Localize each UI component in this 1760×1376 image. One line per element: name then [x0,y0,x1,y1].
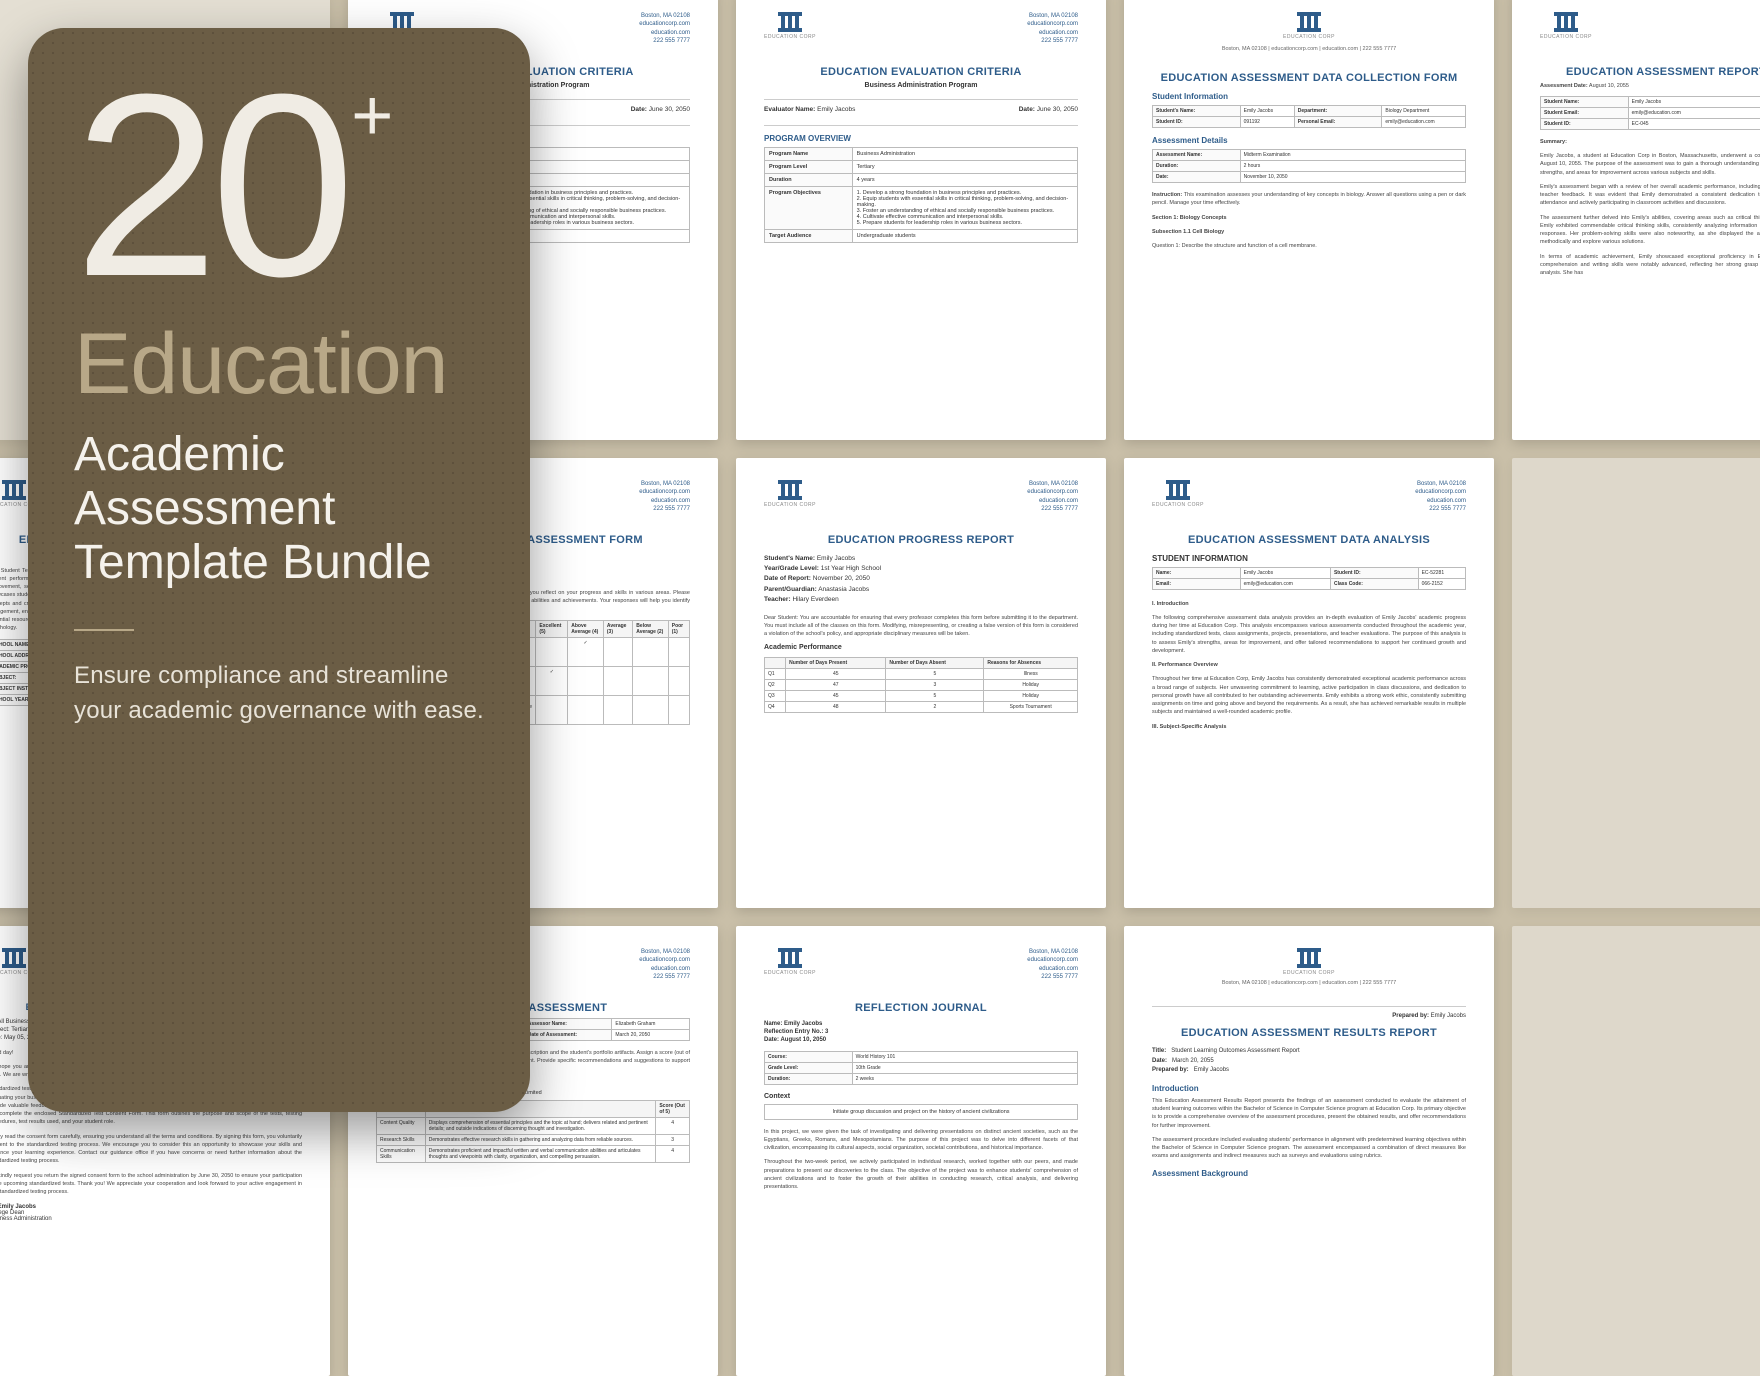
section-heading: Academic Performance [764,644,1078,651]
overview-table: Program NameBusiness Administration Prog… [764,147,1078,243]
doc-title: EDUCATION PROGRESS REPORT [764,534,1078,546]
doc-reflection-journal: EDUCATION CORP Boston, MA 02108education… [736,926,1106,1376]
doc-title: EDUCATION EVALUATION CRITERIA [764,66,1078,78]
doc-evaluation-criteria-2: EDUCATION CORP Boston, MA 02108education… [736,0,1106,440]
doc-title: EDUCATION ASSESSMENT REPORT SUMMARY [1540,66,1760,78]
doc-slice-right [1512,458,1760,908]
promo-card: 20+ Education Academic Assessment Templa… [28,28,530,1112]
course-table: Course:World History 101 Grade Level:10t… [764,1051,1078,1085]
student-info-table: Student's Name:Emily JacobsDepartment:Bi… [1152,105,1466,128]
pillar-icon [2,948,26,968]
pillar-icon [1554,12,1578,32]
header-contact: Boston, MA 02108educationcorp.comeducati… [639,12,690,46]
promo-title: Academic Assessment Template Bundle [74,428,484,589]
doc-report-summary: EDUCATION CORP Boston, MA 02108education… [1512,0,1760,440]
pillar-icon [778,480,802,500]
pillar-icon [2,480,26,500]
pillar-icon [778,12,802,32]
section-heading: Student Information [1152,92,1466,101]
section-heading: Assessment Background [1152,1169,1466,1178]
pillar-icon [1166,480,1190,500]
section-heading: STUDENT INFORMATION [1152,554,1466,563]
student-table: Student Name:Emily Jacobs Student Email:… [1540,96,1760,130]
doc-title: EDUCATION ASSESSMENT DATA ANALYSIS [1152,534,1466,546]
plus-icon: + [351,86,385,147]
pillar-icon [1297,12,1321,32]
doc-title: REFLECTION JOURNAL [764,1002,1078,1014]
promo-description: Ensure compliance and streamline your ac… [74,659,484,729]
pillar-icon [778,948,802,968]
section-heading: Assessment Details [1152,136,1466,145]
doc-slice-right-2 [1512,926,1760,1376]
doc-title: EDUCATION ASSESSMENT RESULTS REPORT [1152,1027,1466,1039]
doc-subtitle: Business Administration Program [764,82,1078,89]
section-heading: Context [764,1093,1078,1100]
promo-count: 20+ [74,76,484,297]
pillar-icon [1297,948,1321,968]
doc-title: EDUCATION ASSESSMENT DATA COLLECTION FOR… [1152,72,1466,84]
divider [74,629,134,631]
doc-data-collection: EDUCATION CORP Boston, MA 02108 | educat… [1124,0,1494,440]
section-heading: PROGRAM OVERVIEW [764,134,1078,143]
doc-data-analysis: EDUCATION CORP Boston, MA 02108education… [1124,458,1494,908]
assessment-details-table: Assessment Name:Midterm Examination Dura… [1152,149,1466,183]
attendance-table: Number of Days PresentNumber of Days Abs… [764,657,1078,713]
student-info-table: Name:Emily JacobsStudent ID:EC-52281 Ema… [1152,567,1466,590]
section-heading: Introduction [1152,1084,1466,1093]
doc-progress-report: EDUCATION CORP Boston, MA 02108education… [736,458,1106,908]
promo-category: Education [74,315,484,414]
doc-results-report: EDUCATION CORP Boston, MA 02108 | educat… [1124,926,1494,1376]
